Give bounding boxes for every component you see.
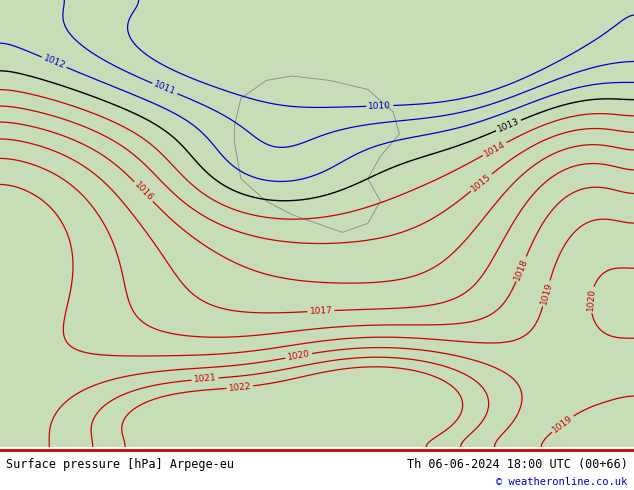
Text: Surface pressure [hPa] Arpege-eu: Surface pressure [hPa] Arpege-eu [6,459,235,471]
Text: 1022: 1022 [228,382,252,393]
Text: 1018: 1018 [513,257,530,281]
Text: Th 06-06-2024 18:00 UTC (00+66): Th 06-06-2024 18:00 UTC (00+66) [407,459,628,471]
Text: 1020: 1020 [287,349,311,362]
Text: 1019: 1019 [539,281,553,306]
Text: 1021: 1021 [193,373,217,385]
Text: 1016: 1016 [133,180,155,203]
Text: 1017: 1017 [309,306,333,316]
Text: 1010: 1010 [368,101,391,111]
Text: 1012: 1012 [42,53,67,71]
Text: 1011: 1011 [152,80,177,97]
Text: 1015: 1015 [470,172,493,194]
Text: © weatheronline.co.uk: © weatheronline.co.uk [496,477,628,487]
Text: 1020: 1020 [586,288,597,312]
Text: 1013: 1013 [496,117,521,134]
Text: 1014: 1014 [482,140,507,158]
Text: 1019: 1019 [550,413,574,434]
